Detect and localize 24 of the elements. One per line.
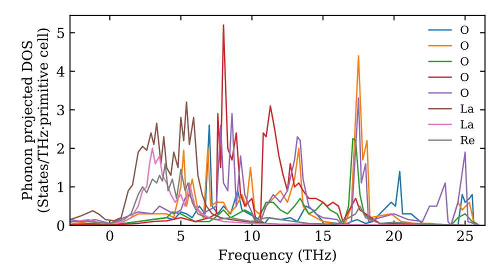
legend-label: O bbox=[460, 88, 469, 98]
y-tick-label: 2 bbox=[57, 143, 64, 154]
line-series bbox=[70, 55, 480, 226]
y-tick-label: 0 bbox=[57, 220, 64, 231]
legend-label: La bbox=[460, 120, 474, 129]
y-tick-label: 5 bbox=[57, 28, 64, 38]
x-tick-label: 20 bbox=[386, 230, 402, 242]
y-tick-label: 4 bbox=[56, 66, 64, 77]
x-tick-label: 0 bbox=[106, 230, 114, 242]
x-tick-label: 15 bbox=[316, 230, 331, 242]
legend-label: La bbox=[460, 104, 474, 113]
y-axis-title: Phonon projected DOS (States/THz·primitive cell) bbox=[22, 28, 51, 212]
x-axis-title: Frequency (THz) bbox=[218, 249, 336, 263]
legend-label: O bbox=[460, 41, 469, 50]
line-series bbox=[70, 163, 480, 226]
legend-label: O bbox=[460, 72, 469, 82]
legend-label: O bbox=[460, 26, 469, 34]
y-tick-label: 1 bbox=[58, 182, 64, 192]
x-tick-label: 5 bbox=[178, 230, 184, 242]
legend-label: Re bbox=[460, 136, 474, 144]
y-tick-label: 3 bbox=[57, 104, 64, 116]
x-tick-label: 10 bbox=[244, 230, 260, 242]
legend-label: O bbox=[460, 57, 469, 66]
x-tick-label: 25 bbox=[457, 230, 473, 242]
